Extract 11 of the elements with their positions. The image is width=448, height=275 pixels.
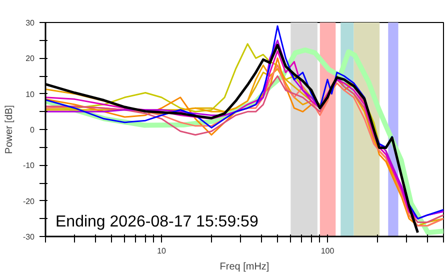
y-tick-label: -30 xyxy=(22,232,36,242)
annotation: Ending 2026-08-17 15:59:59 xyxy=(56,214,258,230)
y-tick-label: -10 xyxy=(22,161,36,170)
y-tick-label: 30 xyxy=(26,18,36,28)
y-tick-label: 10 xyxy=(26,90,36,99)
y-axis-title: Power [dB] xyxy=(4,104,15,154)
y-tick-label: 20 xyxy=(26,54,36,64)
x-tick-label: 100 xyxy=(320,246,335,256)
y-tick-label: 0 xyxy=(30,126,36,134)
y-tick-label: -20 xyxy=(22,196,36,206)
x-axis-title: Freq [mHz] xyxy=(220,262,270,272)
